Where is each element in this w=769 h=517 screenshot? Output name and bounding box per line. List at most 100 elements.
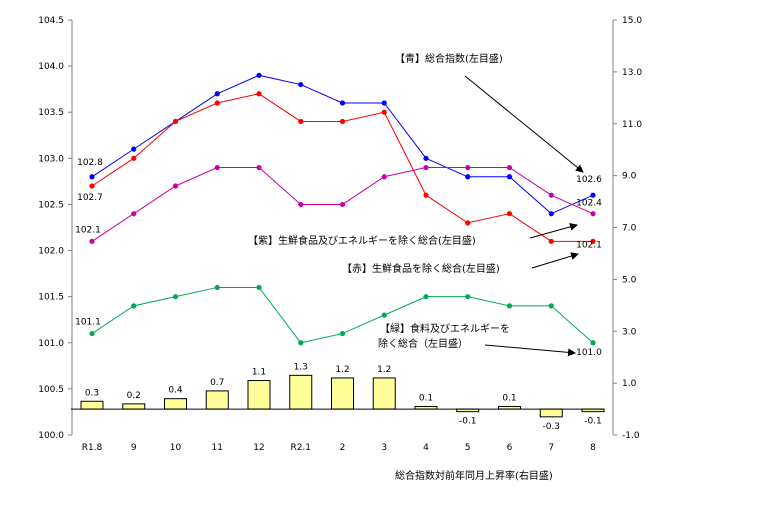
- legend-red: 【赤】生鮮食品を除く総合(左目盛): [342, 262, 500, 275]
- series-point: [172, 183, 179, 189]
- series-point: [465, 294, 471, 300]
- x-tick-label: 12: [253, 443, 264, 453]
- bar-label: 0.1: [502, 393, 516, 403]
- series-point: [423, 155, 429, 161]
- series-point: [256, 91, 262, 97]
- bar: [164, 398, 187, 410]
- series-first-label: 102.8: [77, 158, 103, 168]
- x-tick-label: 5: [465, 443, 471, 453]
- right-tick-label: 11.0: [622, 120, 642, 130]
- series-point: [548, 238, 554, 244]
- legend-green-line2: 除く総合（左目盛）: [378, 337, 468, 350]
- series-point: [590, 238, 596, 244]
- series-point: [339, 100, 346, 106]
- series-point: [506, 164, 513, 171]
- series-point: [339, 118, 346, 125]
- bar-label: 1.2: [335, 365, 349, 375]
- bar: [122, 403, 146, 410]
- x-tick-label: R2.1: [290, 443, 311, 453]
- bar-label: -0.3: [542, 422, 560, 432]
- series-point: [89, 330, 95, 337]
- series-point: [298, 340, 304, 346]
- series-point: [89, 183, 95, 189]
- right-tick-label: 13.0: [622, 68, 642, 78]
- left-tick-label: 103.0: [38, 154, 64, 164]
- series-point: [298, 201, 304, 208]
- bar-series-title: 総合指数対前年同月上昇率(右目盛): [395, 469, 553, 482]
- series-point: [548, 303, 554, 309]
- series-line: [91, 93, 593, 242]
- x-tick-label: 6: [507, 443, 513, 453]
- series-point: [506, 211, 513, 217]
- left-tick-label: 102.5: [38, 200, 64, 210]
- series-point: [548, 192, 554, 198]
- left-tick-label: 100.0: [38, 431, 64, 441]
- series-point: [339, 330, 346, 337]
- right-tick-label: -1.0: [622, 431, 640, 441]
- series-point: [89, 238, 95, 244]
- bar-label: 0.1: [419, 393, 433, 403]
- series-point: [89, 174, 95, 180]
- bar-label: 1.3: [294, 362, 308, 372]
- series-point: [465, 220, 471, 226]
- series-point: [214, 91, 220, 97]
- arrow-green: [484, 344, 576, 357]
- series-last-label: 102.6: [576, 175, 602, 185]
- bar: [331, 377, 354, 410]
- right-tick-label: 7.0: [622, 224, 637, 234]
- series-point: [548, 211, 554, 217]
- bar: [247, 380, 271, 410]
- arrow-purple: [529, 223, 578, 239]
- x-tick-label: 7: [548, 443, 554, 453]
- left-tick-label: 101.5: [38, 293, 64, 303]
- series-point: [172, 118, 179, 125]
- series-point: [381, 109, 387, 115]
- series-point: [423, 164, 429, 171]
- series-point: [298, 118, 304, 125]
- series-point: [172, 294, 179, 300]
- series-point: [131, 146, 137, 152]
- left-tick-label: 103.5: [38, 108, 64, 118]
- bar: [539, 408, 563, 418]
- series-last-label: 101.0: [576, 348, 602, 358]
- series-point: [381, 100, 387, 106]
- series-point: [256, 72, 262, 78]
- x-tick-label: R1.8: [82, 443, 103, 453]
- bar-label: 0.7: [210, 378, 224, 388]
- legend-green-line1: 【緑】食料及びエネルギーを: [380, 322, 510, 335]
- x-tick-label: 8: [590, 443, 596, 453]
- series-last-label: 102.4: [576, 199, 602, 209]
- series-point: [590, 340, 596, 346]
- legend-purple: 【紫】生鮮食品及びエネルギーを除く総合(左目盛): [248, 234, 476, 247]
- series-point: [590, 211, 596, 217]
- series-point: [214, 164, 220, 171]
- series-point: [298, 81, 304, 88]
- series-point: [381, 174, 387, 180]
- series-last-label: 102.1: [576, 240, 602, 250]
- x-tick-label: 4: [423, 443, 429, 453]
- series-point: [256, 164, 262, 171]
- x-tick-label: 2: [340, 443, 346, 453]
- series-point: [465, 164, 471, 171]
- series-point: [339, 201, 346, 208]
- series-point: [131, 211, 137, 217]
- series-point: [131, 155, 137, 161]
- bar: [205, 390, 229, 410]
- left-tick-label: 104.0: [38, 62, 64, 72]
- right-tick-label: 5.0: [622, 275, 637, 285]
- bar-label: 1.2: [377, 365, 391, 375]
- x-tick-label: 11: [212, 443, 223, 453]
- series-first-label: 101.1: [75, 318, 101, 328]
- x-tick-label: 10: [170, 443, 182, 453]
- x-tick-label: 9: [131, 443, 137, 453]
- series-point: [214, 100, 220, 106]
- bar-label: -0.1: [584, 417, 602, 427]
- bar-label: 1.1: [252, 368, 266, 378]
- bar: [80, 400, 104, 410]
- series-point: [131, 303, 137, 309]
- series-point: [214, 284, 220, 291]
- right-tick-label: 15.0: [622, 16, 642, 26]
- left-tick-label: 100.5: [38, 385, 64, 395]
- bar-label: -0.1: [459, 417, 477, 427]
